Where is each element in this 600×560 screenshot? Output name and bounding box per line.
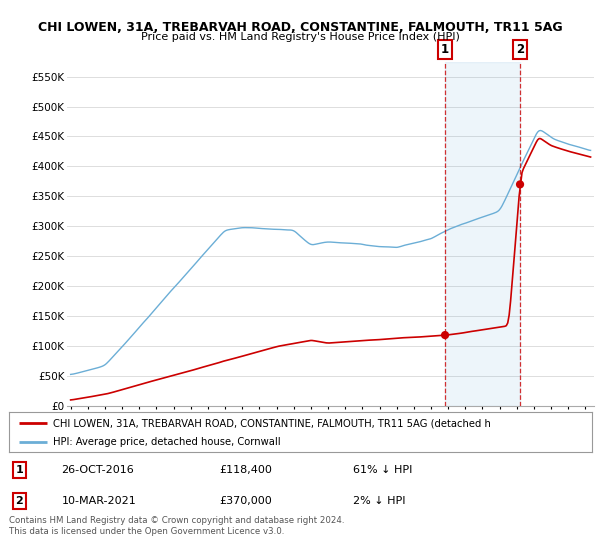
- Text: 10-MAR-2021: 10-MAR-2021: [61, 496, 136, 506]
- Text: 61% ↓ HPI: 61% ↓ HPI: [353, 465, 412, 475]
- Text: CHI LOWEN, 31A, TREBARVAH ROAD, CONSTANTINE, FALMOUTH, TR11 5AG (detached h: CHI LOWEN, 31A, TREBARVAH ROAD, CONSTANT…: [53, 418, 491, 428]
- Text: £370,000: £370,000: [219, 496, 272, 506]
- Text: 26-OCT-2016: 26-OCT-2016: [61, 465, 134, 475]
- Point: [515, 180, 525, 189]
- Text: HPI: Average price, detached house, Cornwall: HPI: Average price, detached house, Corn…: [53, 437, 280, 447]
- Text: 2% ↓ HPI: 2% ↓ HPI: [353, 496, 406, 506]
- Point: [440, 330, 450, 339]
- Text: 1: 1: [441, 43, 449, 56]
- Bar: [445, 62, 520, 406]
- Text: Contains HM Land Registry data © Crown copyright and database right 2024.
This d: Contains HM Land Registry data © Crown c…: [9, 516, 344, 536]
- Text: 2: 2: [16, 496, 23, 506]
- Text: CHI LOWEN, 31A, TREBARVAH ROAD, CONSTANTINE, FALMOUTH, TR11 5AG: CHI LOWEN, 31A, TREBARVAH ROAD, CONSTANT…: [38, 21, 562, 34]
- Text: Price paid vs. HM Land Registry's House Price Index (HPI): Price paid vs. HM Land Registry's House …: [140, 32, 460, 43]
- Text: £118,400: £118,400: [219, 465, 272, 475]
- Text: 2: 2: [516, 43, 524, 56]
- Text: 1: 1: [16, 465, 23, 475]
